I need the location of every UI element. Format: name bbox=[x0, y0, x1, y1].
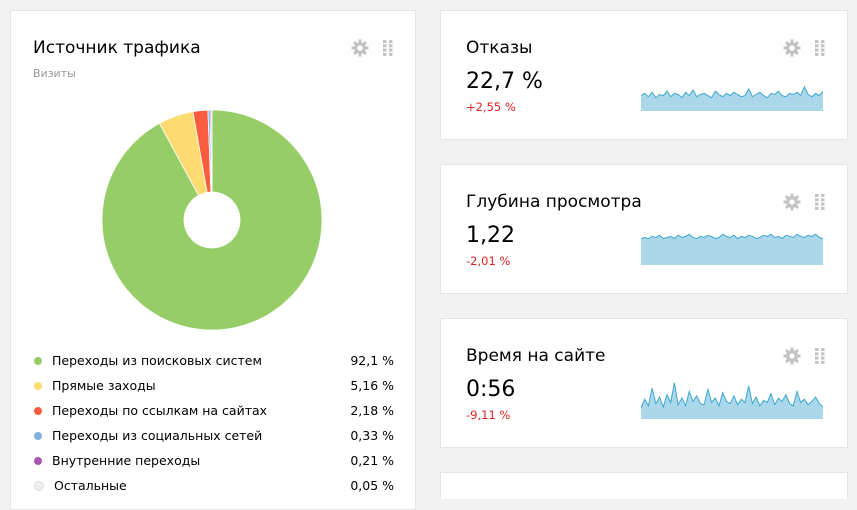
metric-change: +2,55 % bbox=[466, 100, 516, 114]
legend-dot-icon bbox=[34, 357, 42, 365]
metric-card: Глубина просмотра 1,22 -2,01 % bbox=[440, 164, 848, 294]
legend-dot-icon bbox=[34, 382, 42, 390]
legend-value: 92,1 % bbox=[334, 353, 394, 368]
card-tools bbox=[783, 347, 825, 365]
metric-value: 1,22 bbox=[466, 223, 515, 248]
metric-value: 0:56 bbox=[466, 377, 515, 402]
legend-dot-icon bbox=[34, 481, 44, 491]
gear-icon[interactable] bbox=[783, 39, 801, 57]
legend-value: 0,33 % bbox=[334, 428, 394, 443]
sparkline-chart bbox=[641, 221, 823, 265]
legend-label: Переходы по ссылкам на сайтах bbox=[52, 403, 334, 418]
sparkline-area bbox=[641, 234, 823, 265]
metric-title: Отказы bbox=[466, 38, 532, 58]
legend-label: Переходы из социальных сетей bbox=[52, 428, 334, 443]
legend-dot-icon bbox=[34, 457, 42, 465]
legend-dot-icon bbox=[34, 432, 42, 440]
traffic-card-title: Источник трафика bbox=[33, 38, 201, 58]
metric-card: Время на сайте 0:56 -9,11 % bbox=[440, 318, 848, 448]
legend-value: 0,05 % bbox=[334, 478, 394, 493]
legend-label: Переходы из поисковых систем bbox=[52, 353, 334, 368]
sparkline-chart bbox=[641, 67, 823, 111]
card-tools bbox=[783, 39, 825, 57]
traffic-card-subtitle: Визиты bbox=[33, 67, 76, 80]
drag-handle-icon[interactable] bbox=[815, 40, 825, 56]
sparkline-chart bbox=[641, 375, 823, 419]
gear-icon[interactable] bbox=[351, 39, 369, 57]
legend-label: Прямые заходы bbox=[52, 378, 334, 393]
metric-change: -9,11 % bbox=[466, 408, 510, 422]
gear-icon[interactable] bbox=[783, 193, 801, 211]
metric-title: Глубина просмотра bbox=[466, 192, 642, 212]
metric-card-partial bbox=[440, 472, 848, 499]
metric-title: Время на сайте bbox=[466, 346, 605, 366]
gear-icon[interactable] bbox=[783, 347, 801, 365]
legend-value: 0,21 % bbox=[334, 453, 394, 468]
metric-value: 22,7 % bbox=[466, 69, 543, 94]
metric-change: -2,01 % bbox=[466, 254, 510, 268]
legend-value: 5,16 % bbox=[334, 378, 394, 393]
drag-handle-icon[interactable] bbox=[815, 348, 825, 364]
legend-value: 2,18 % bbox=[334, 403, 394, 418]
drag-handle-icon[interactable] bbox=[383, 40, 393, 56]
legend-label: Внутренние переходы bbox=[52, 453, 334, 468]
legend-label: Остальные bbox=[54, 478, 334, 493]
legend-dot-icon bbox=[34, 407, 42, 415]
sparkline-area bbox=[641, 87, 823, 111]
card-tools bbox=[351, 39, 393, 57]
card-tools bbox=[783, 193, 825, 211]
drag-handle-icon[interactable] bbox=[815, 194, 825, 210]
metric-card: Отказы 22,7 % +2,55 % bbox=[440, 10, 848, 140]
